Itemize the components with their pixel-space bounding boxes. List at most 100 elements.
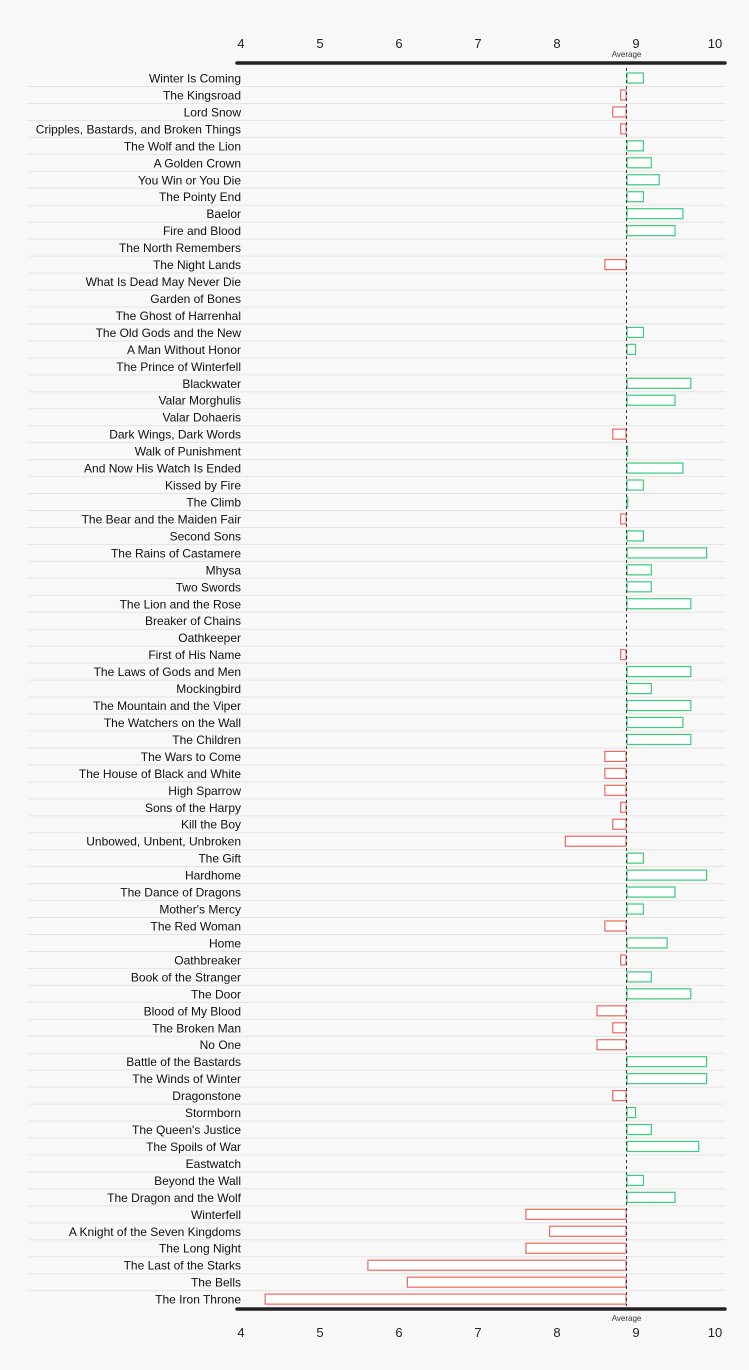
- episode-row: Valar Dohaeris: [28, 411, 725, 427]
- episode-bar: [626, 886, 676, 898]
- episode-row: Lord Snow: [28, 105, 725, 121]
- episode-bar: [626, 343, 637, 355]
- episode-row: Breaker of Chains: [28, 614, 725, 630]
- episode-row: Unbowed, Unbent, Unbroken: [28, 835, 725, 851]
- episode-label: The Iron Throne: [155, 1293, 241, 1307]
- episode-row: Garden of Bones: [28, 292, 725, 308]
- episode-row: Kissed by Fire: [28, 479, 725, 495]
- episode-bar: [525, 1242, 627, 1254]
- episode-label: Sons of the Harpy: [145, 801, 241, 815]
- episode-row: The Dragon and the Wolf: [28, 1191, 725, 1207]
- episode-row: Hardhome: [28, 869, 725, 885]
- episode-label: Kissed by Fire: [165, 479, 241, 493]
- episode-label: The Broken Man: [152, 1021, 241, 1035]
- episode-row: And Now His Watch Is Ended: [28, 462, 725, 478]
- episode-bar: [626, 716, 684, 729]
- episode-label: The Bear and the Maiden Fair: [82, 512, 241, 526]
- episode-bar: [626, 140, 645, 152]
- episode-bar: [406, 1276, 627, 1288]
- episode-label: Second Sons: [170, 529, 241, 543]
- episode-bar: [604, 767, 627, 779]
- episode-row: First of His Name: [28, 648, 725, 664]
- episode-label: Home: [209, 936, 241, 950]
- episode-label: The Watchers on the Wall: [104, 716, 241, 730]
- episode-label: Breaker of Chains: [145, 614, 241, 628]
- bottom-tick-label: 5: [316, 1325, 323, 1340]
- episode-bar: [626, 988, 692, 1000]
- episode-label: Blackwater: [182, 377, 241, 391]
- episode-bar: [626, 157, 652, 169]
- episode-row: Two Swords: [28, 580, 725, 596]
- episode-label: Valar Morghulis: [159, 394, 241, 408]
- episode-bar: [626, 1073, 708, 1085]
- episode-row: The Door: [28, 987, 725, 1003]
- episode-row: Winterfell: [28, 1208, 725, 1224]
- episode-label: The Kingsroad: [163, 88, 241, 102]
- episode-row: The Bear and the Maiden Fair: [28, 512, 725, 528]
- episode-label: No One: [200, 1038, 242, 1052]
- top-tick-label: 8: [553, 36, 560, 51]
- episode-bar: [626, 1123, 652, 1136]
- episode-row: The Bells: [28, 1276, 725, 1292]
- bottom-tick-label: 6: [395, 1325, 402, 1340]
- episode-label: The Queen's Justice: [132, 1123, 241, 1137]
- episode-row: The Long Night: [28, 1242, 725, 1258]
- episode-row: Baelor: [28, 207, 725, 223]
- episode-bar: [620, 123, 627, 135]
- episode-row: A Man Without Honor: [28, 343, 725, 359]
- episode-row: Dragonstone: [28, 1089, 725, 1105]
- episode-row: The Last of the Starks: [28, 1259, 725, 1275]
- episode-row: The Gift: [28, 852, 725, 868]
- episode-row: Kill the Boy: [28, 818, 725, 834]
- episode-label: Valar Dohaeris: [163, 411, 241, 425]
- episode-row: The Broken Man: [28, 1021, 725, 1037]
- episode-label: You Win or You Die: [138, 173, 241, 187]
- episode-label: The Door: [191, 987, 241, 1001]
- episode-bar: [620, 513, 627, 525]
- episode-bar: [626, 326, 645, 338]
- episode-label: High Sparrow: [168, 784, 241, 798]
- episode-bar: [626, 191, 645, 203]
- episode-label: Eastwatch: [186, 1157, 241, 1171]
- episode-row: Eastwatch: [28, 1157, 725, 1173]
- episode-label: The Children: [172, 733, 241, 747]
- episode-label: The Long Night: [159, 1242, 242, 1256]
- episode-bar: [626, 462, 684, 474]
- episode-row: The House of Black and White: [28, 767, 725, 783]
- episode-row: The Pointy End: [28, 190, 725, 206]
- episode-row: Dark Wings, Dark Words: [28, 428, 725, 444]
- episode-label: Battle of the Bastards: [126, 1055, 241, 1069]
- episode-label: Dark Wings, Dark Words: [109, 428, 241, 442]
- episode-label: The Pointy End: [159, 190, 241, 204]
- episode-bar: [604, 784, 627, 796]
- episode-row: A Golden Crown: [28, 156, 725, 172]
- episode-label: Dragonstone: [172, 1089, 241, 1103]
- episode-label: And Now His Watch Is Ended: [84, 462, 241, 476]
- episode-bar: [626, 479, 645, 491]
- episode-bar: [626, 1056, 708, 1068]
- episode-label: The Dragon and the Wolf: [107, 1191, 242, 1205]
- episode-label: What Is Dead May Never Die: [86, 275, 242, 289]
- episode-label: The Bells: [191, 1276, 241, 1290]
- episode-row: The Mountain and the Viper: [28, 699, 725, 715]
- episode-row: The Spoils of War: [28, 1140, 725, 1156]
- episode-row: Battle of the Bastards: [28, 1055, 725, 1071]
- episode-label: The Night Lands: [153, 258, 241, 272]
- episode-row: The Old Gods and the New: [28, 326, 725, 342]
- bottom-tick-label: 4: [237, 1325, 244, 1340]
- episode-bar: [626, 869, 708, 881]
- episode-label: Beyond the Wall: [154, 1174, 241, 1188]
- episode-label: Lord Snow: [184, 105, 242, 119]
- top-axis: 4 5 6 7 8 9 10: [235, 36, 727, 65]
- episode-row: The Ghost of Harrenhal: [28, 309, 725, 325]
- episode-row: The Climb: [28, 496, 725, 511]
- episode-label: Mother's Mercy: [159, 903, 241, 917]
- episode-bar: [626, 682, 652, 695]
- episode-label: The Mountain and the Viper: [93, 699, 241, 713]
- episode-bar: [604, 750, 627, 763]
- episode-row: Second Sons: [28, 529, 725, 545]
- episode-row: The Prince of Winterfell: [28, 360, 725, 376]
- episode-label: The Red Woman: [151, 920, 242, 934]
- bottom-tick-label: 7: [474, 1325, 481, 1340]
- episode-label: The Wolf and the Lion: [124, 139, 241, 153]
